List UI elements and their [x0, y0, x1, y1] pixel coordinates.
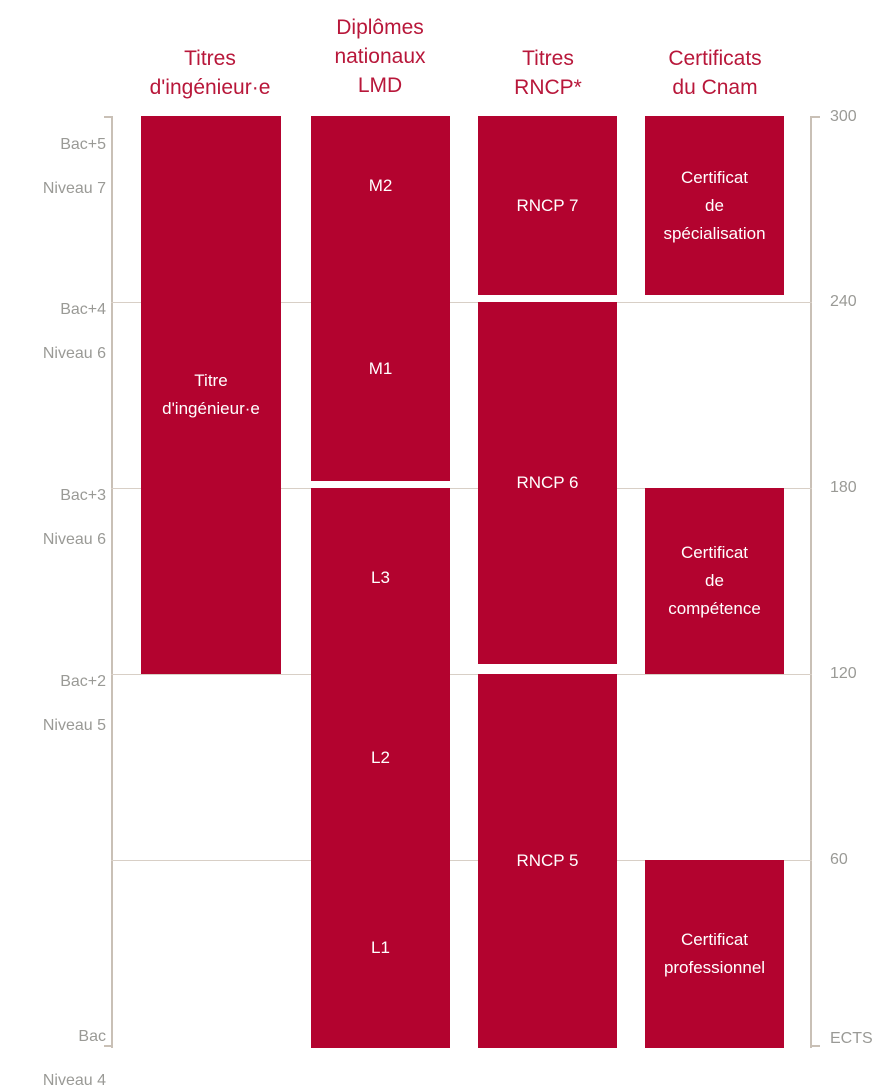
block-rncp-5: RNCP 5	[478, 674, 617, 1048]
tick-right-bottom	[810, 1045, 820, 1047]
block-label: RNCP 7	[516, 195, 579, 215]
block-certificat-specialisation: Certificat de spécialisation	[645, 116, 784, 295]
ects-label: 180	[830, 479, 857, 496]
left-axis-line	[111, 116, 113, 1048]
block-certificat-professionnel: Certificat professionnel	[645, 860, 784, 1048]
bac-label: Bac+4	[60, 301, 106, 318]
ects-label: 120	[830, 665, 857, 682]
block-label: Certificat professionnel	[663, 930, 766, 977]
block-rncp-7: RNCP 7	[478, 116, 617, 295]
block-l1: L1	[311, 848, 450, 1048]
column-title-lmd: Diplômes nationaux LMD	[334, 16, 426, 97]
block-label: RNCP 6	[516, 473, 579, 492]
tick-left-top	[104, 116, 113, 118]
niveau-label: Niveau 4	[42, 1072, 106, 1089]
niveau-label: Niveau 6	[42, 345, 106, 362]
block-label: Certificat de compétence	[668, 543, 761, 618]
block-label: RNCP 5	[516, 851, 579, 870]
level-label: Bac+5 Niveau 7	[43, 112, 106, 200]
level-label: Bac+4 Niveau 6	[43, 277, 106, 365]
block-l2: L2	[311, 668, 450, 848]
bac-label: Bac+2	[60, 673, 106, 690]
block-label: L3	[371, 568, 390, 587]
gridline-60	[111, 860, 812, 861]
ects-unit-label: ECTS	[830, 1030, 873, 1047]
level-label: Bac Niveau 4	[43, 1004, 106, 1092]
niveau-label: Niveau 5	[42, 717, 106, 734]
bac-label: Bac+3	[60, 487, 106, 504]
gridline-120	[111, 674, 812, 675]
block-label: L2	[371, 748, 390, 767]
gridline-240	[111, 302, 812, 303]
block-rncp-6: RNCP 6	[478, 302, 617, 664]
ects-label: 240	[830, 293, 857, 310]
block-label: M1	[368, 358, 393, 378]
block-m1: M1	[311, 256, 450, 481]
block-label: M2	[368, 176, 393, 195]
bac-label: Bac+5	[60, 136, 106, 153]
column-title-ingenieur: Titres d'ingénieur·e	[149, 47, 271, 99]
niveau-label: Niveau 7	[42, 180, 106, 197]
block-label: Titre d'ingénieur·e	[162, 371, 260, 418]
block-l3: L3	[311, 488, 450, 668]
tick-right-top	[810, 116, 820, 118]
diplomas-diagram: Titres d'ingénieur·e Diplômes nationaux …	[43, 16, 873, 1089]
ects-label: 300	[830, 108, 857, 125]
block-m2: M2	[311, 116, 450, 256]
level-label: Bac+3 Niveau 6	[43, 463, 106, 551]
block-certificat-competence: Certificat de compétence	[645, 488, 784, 674]
level-label: Bac+2 Niveau 5	[43, 649, 106, 737]
block-titre-ingenieur: Titre d'ingénieur·e	[141, 116, 281, 674]
niveau-label: Niveau 6	[42, 531, 106, 548]
ects-label: 60	[830, 851, 848, 868]
column-title-rncp: Titres RNCP*	[514, 47, 582, 99]
tick-left-bottom	[104, 1045, 113, 1047]
gridline-180	[111, 488, 812, 489]
block-label: Certificat de spécialisation	[663, 167, 766, 243]
block-label: L1	[371, 938, 390, 957]
right-axis-line	[810, 116, 812, 1048]
bac-label: Bac	[78, 1028, 106, 1045]
column-title-cnam: Certificats du Cnam	[668, 47, 762, 99]
